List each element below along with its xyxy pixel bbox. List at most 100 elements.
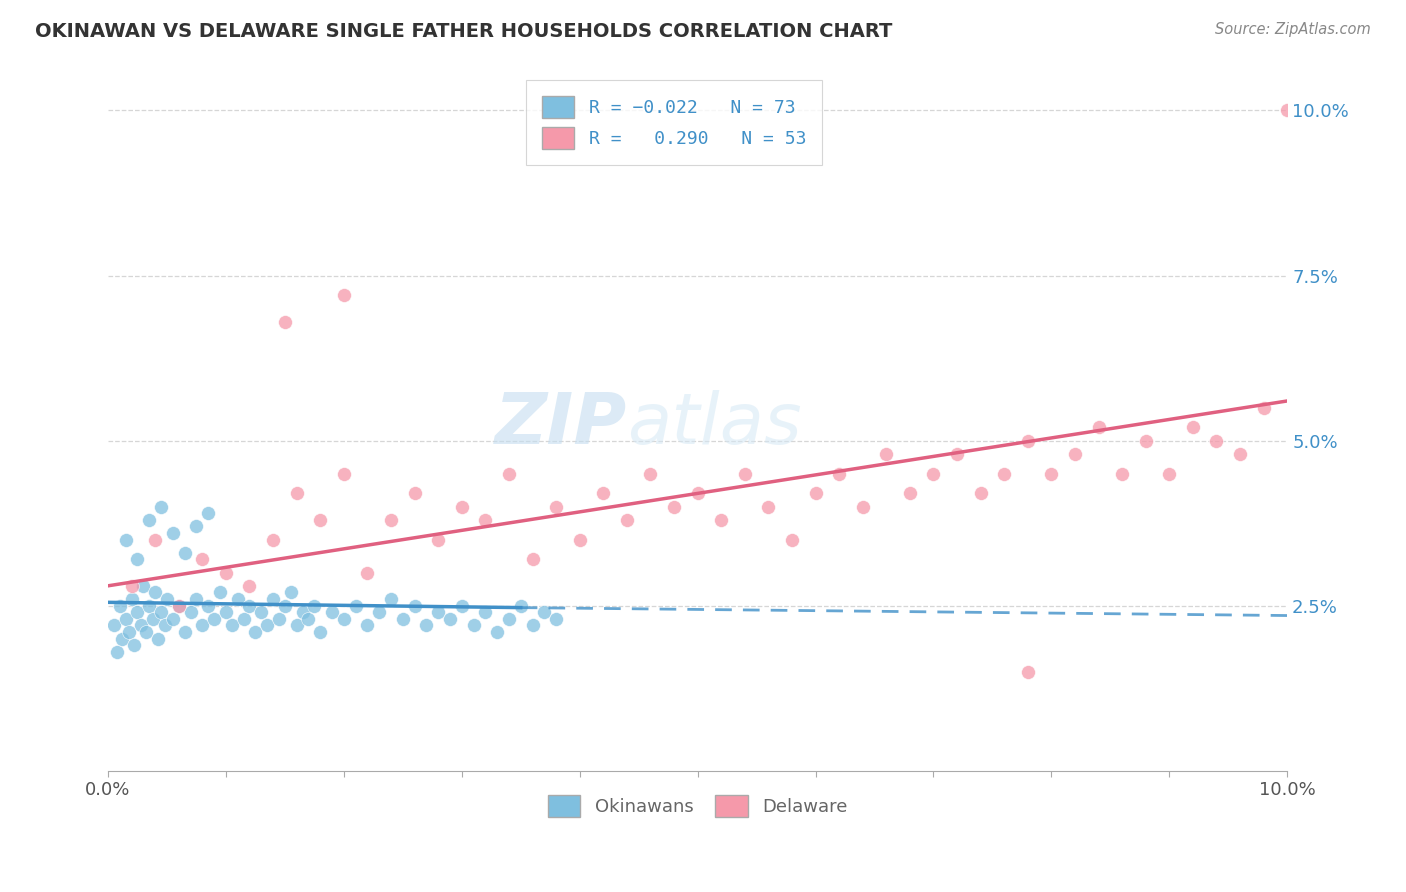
Point [474, 513, 496, 527]
Point [114, 533, 136, 547]
Point [114, 612, 136, 626]
Point [226, 592, 249, 607]
Point [415, 618, 437, 632]
Point [640, 467, 662, 481]
Text: ZIP: ZIP [495, 390, 627, 458]
Point [474, 605, 496, 619]
Point [1064, 447, 1087, 461]
Point [404, 599, 426, 613]
Point [245, 625, 267, 640]
Point [546, 500, 568, 514]
Point [1040, 467, 1063, 481]
Point [173, 546, 195, 560]
Point [285, 618, 308, 632]
Point [344, 599, 367, 613]
Point [522, 552, 544, 566]
Text: atlas: atlas [627, 390, 801, 458]
Point [391, 612, 413, 626]
Point [333, 467, 356, 481]
Point [993, 467, 1015, 481]
Point [167, 599, 190, 613]
Point [111, 632, 134, 646]
Point [274, 315, 297, 329]
Point [780, 533, 803, 547]
Point [304, 599, 326, 613]
Point [150, 605, 173, 619]
Point [710, 513, 733, 527]
Point [686, 486, 709, 500]
Point [132, 579, 155, 593]
Point [356, 618, 378, 632]
Point [127, 605, 149, 619]
Point [186, 519, 208, 533]
Point [368, 605, 391, 619]
Point [186, 592, 208, 607]
Point [546, 612, 568, 626]
Point [969, 486, 991, 500]
Text: Source: ZipAtlas.com: Source: ZipAtlas.com [1215, 22, 1371, 37]
Point [498, 467, 520, 481]
Point [509, 599, 531, 613]
Point [173, 625, 195, 640]
Point [333, 288, 356, 302]
Point [250, 605, 273, 619]
Text: OKINAWAN VS DELAWARE SINGLE FATHER HOUSEHOLDS CORRELATION CHART: OKINAWAN VS DELAWARE SINGLE FATHER HOUSE… [35, 22, 893, 41]
Point [333, 612, 356, 626]
Point [135, 625, 157, 640]
Point [197, 506, 219, 520]
Point [262, 592, 284, 607]
Point [262, 533, 284, 547]
Point [153, 618, 176, 632]
Point [232, 612, 254, 626]
Point [380, 513, 402, 527]
Point [162, 526, 184, 541]
Point [146, 632, 169, 646]
Point [215, 605, 238, 619]
Point [274, 599, 297, 613]
Point [121, 592, 143, 607]
Point [946, 447, 969, 461]
Point [1229, 447, 1251, 461]
Point [127, 552, 149, 566]
Point [568, 533, 591, 547]
Point [1111, 467, 1133, 481]
Point [828, 467, 851, 481]
Point [439, 612, 461, 626]
Point [180, 605, 202, 619]
Point [321, 605, 343, 619]
Legend: Okinawans, Delaware: Okinawans, Delaware [540, 788, 855, 824]
Point [404, 486, 426, 500]
Point [202, 612, 225, 626]
Point [1135, 434, 1157, 448]
Point [1205, 434, 1227, 448]
Point [191, 618, 214, 632]
Point [852, 500, 875, 514]
Point [1253, 401, 1275, 415]
Point [280, 585, 302, 599]
Point [662, 500, 685, 514]
Point [143, 533, 166, 547]
Point [107, 645, 129, 659]
Point [592, 486, 614, 500]
Point [533, 605, 555, 619]
Point [142, 612, 165, 626]
Point [463, 618, 485, 632]
Point [121, 579, 143, 593]
Point [1017, 434, 1039, 448]
Point [427, 605, 450, 619]
Point [356, 566, 378, 580]
Point [118, 625, 141, 640]
Point [427, 533, 450, 547]
Point [380, 592, 402, 607]
Point [734, 467, 756, 481]
Point [221, 618, 243, 632]
Point [616, 513, 638, 527]
Point [215, 566, 238, 580]
Point [1277, 103, 1299, 118]
Point [197, 599, 219, 613]
Point [297, 612, 319, 626]
Point [1159, 467, 1181, 481]
Point [804, 486, 827, 500]
Point [138, 599, 160, 613]
Point [122, 638, 145, 652]
